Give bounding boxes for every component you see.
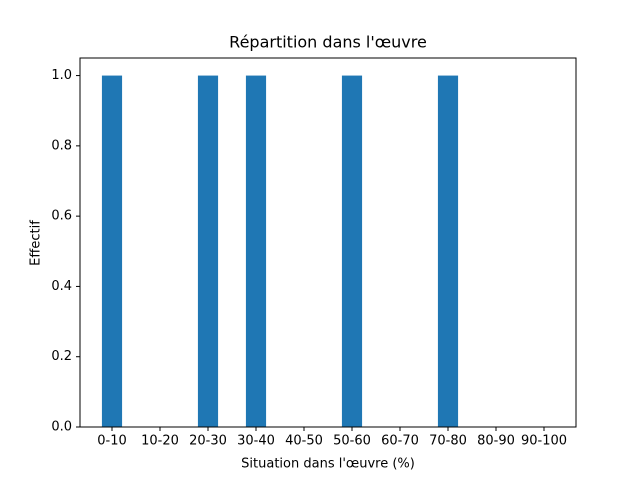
y-tick-label: 0.6 (51, 209, 72, 224)
y-tick-label: 1.0 (51, 68, 72, 83)
y-tick-label: 0.4 (51, 279, 72, 294)
x-tick-label: 10-20 (141, 434, 179, 449)
x-axis-label: Situation dans l'œuvre (%) (241, 457, 415, 472)
y-tick-label: 0.8 (51, 138, 72, 153)
x-tick-label: 70-80 (429, 434, 467, 449)
x-tick-label: 0-10 (97, 434, 127, 449)
x-tick-label: 40-50 (285, 434, 323, 449)
y-tick-label: 0.2 (51, 349, 72, 364)
bar (437, 75, 459, 428)
chart-title: Répartition dans l'œuvre (229, 33, 427, 52)
bar (197, 75, 219, 428)
x-tick-label: 50-60 (333, 434, 371, 449)
y-axis-label: Effectif (29, 220, 44, 266)
bar (101, 75, 123, 428)
x-tick-label: 30-40 (237, 434, 275, 449)
y-tick-label: 0.0 (51, 420, 72, 435)
x-tick-label: 80-90 (477, 434, 515, 449)
bar (245, 75, 267, 428)
x-tick-label: 20-30 (189, 434, 227, 449)
x-tick-label: 90-100 (521, 434, 567, 449)
x-tick-label: 60-70 (381, 434, 419, 449)
plot-frame (79, 57, 577, 428)
bar (341, 75, 363, 428)
